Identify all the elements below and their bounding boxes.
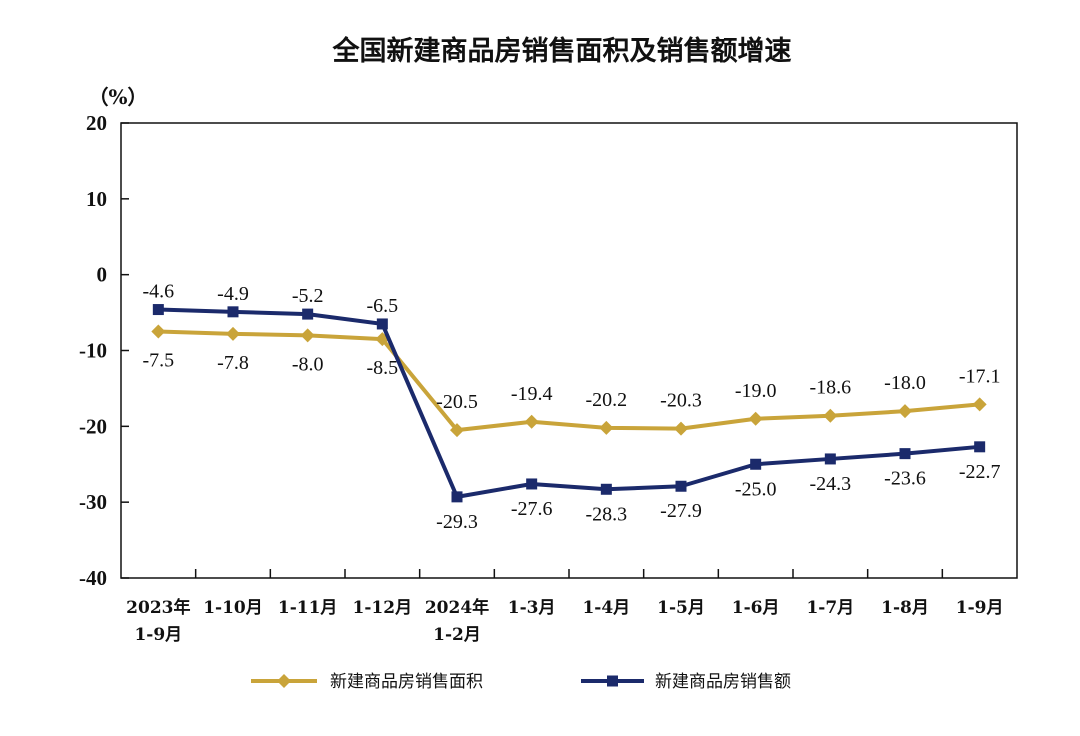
data-point <box>526 478 538 490</box>
series-line-0 <box>156 329 982 433</box>
y-tick-label: 20 <box>86 111 107 135</box>
plot-area-frame <box>120 122 1018 579</box>
data-label: -29.3 <box>436 511 478 533</box>
data-label: -4.6 <box>142 281 174 303</box>
x-tick-label: 1-11月 <box>278 598 338 618</box>
y-axis-unit-label: （%） <box>88 85 147 109</box>
x-tick-label: 1-3月 <box>508 598 556 618</box>
data-label: -19.4 <box>511 383 553 405</box>
data-label: -18.0 <box>884 372 926 394</box>
series-layer <box>151 304 987 503</box>
x-tick-label: 1-8月 <box>881 598 929 618</box>
y-tick-label: -10 <box>79 339 107 363</box>
data-label: -19.0 <box>735 380 777 402</box>
x-tick-label: 2023年 <box>126 597 190 618</box>
data-label: -7.5 <box>142 350 174 372</box>
legend-marker <box>277 674 291 688</box>
data-label: -8.5 <box>366 357 398 379</box>
x-axis: 2023年 1-9月 1-10月 1-11月 1-12月 2024年 1-2月 1-3月 1-4… <box>126 569 1004 645</box>
data-point <box>750 458 762 470</box>
data-label: -5.2 <box>292 285 324 307</box>
y-tick-label: -40 <box>79 566 107 590</box>
data-label: -22.7 <box>959 461 1001 483</box>
data-label: -20.3 <box>660 390 702 412</box>
data-label: -28.3 <box>585 503 627 525</box>
data-label: -7.8 <box>217 352 249 374</box>
data-label: -4.9 <box>217 283 249 305</box>
data-point <box>823 408 838 423</box>
data-label: -6.5 <box>366 295 398 317</box>
x-tick-label: 1-5月 <box>657 598 705 618</box>
data-label: -27.6 <box>511 498 553 520</box>
chart-title: 全国新建商品房销售面积及销售额增速 <box>332 35 792 67</box>
data-point <box>152 304 164 316</box>
data-point <box>972 397 987 412</box>
data-point <box>599 420 614 435</box>
series-line-1 <box>156 307 982 499</box>
data-label: -24.3 <box>809 473 851 495</box>
y-tick-label: 0 <box>97 263 108 287</box>
data-point <box>376 318 388 330</box>
data-point <box>824 453 836 465</box>
x-tick-label: 1-6月 <box>732 598 780 618</box>
data-point <box>600 483 612 495</box>
data-label: -8.0 <box>292 353 324 375</box>
x-tick-label: 1-10月 <box>203 598 263 618</box>
data-point <box>974 441 986 453</box>
data-label: -17.1 <box>959 365 1001 387</box>
data-label: -25.0 <box>735 478 777 500</box>
data-point <box>451 491 463 503</box>
y-axis: 20 10 0 -10 -20 -30 -40 <box>79 111 129 590</box>
data-point <box>300 328 315 343</box>
data-labels: -4.6 -7.5 -4.9 -7.8 -5.2 -8.0 -6.5 -8.5 -20.5 -29… <box>142 281 1000 533</box>
data-point <box>450 423 464 438</box>
x-tick-label: 1-9月 <box>956 598 1004 618</box>
data-point <box>151 324 166 339</box>
data-label: -18.6 <box>809 377 851 399</box>
x-tick-label: 2024年 <box>425 597 489 618</box>
data-label: -27.9 <box>660 500 702 522</box>
y-tick-label: -20 <box>79 414 107 438</box>
y-tick-label: -30 <box>79 490 107 514</box>
data-point <box>226 326 240 341</box>
x-tick-label: 1-9月 <box>134 625 182 645</box>
legend-label: 新建商品房销售面积 <box>330 672 483 692</box>
data-point <box>524 414 539 429</box>
data-point <box>748 411 763 426</box>
data-label: -23.6 <box>884 468 926 490</box>
data-label: -20.5 <box>436 391 478 413</box>
legend: 新建商品房销售面积 新建商品房销售额 <box>251 672 791 692</box>
data-point <box>302 308 314 320</box>
legend-label: 新建商品房销售额 <box>655 672 791 692</box>
data-label: -20.2 <box>585 389 627 411</box>
data-point <box>674 421 688 436</box>
data-point <box>899 448 911 460</box>
x-tick-label: 1-12月 <box>353 598 413 618</box>
y-tick-label: 10 <box>86 187 107 211</box>
x-tick-label: 1-4月 <box>582 598 630 618</box>
data-point <box>227 306 239 318</box>
x-tick-label: 1-7月 <box>806 598 854 618</box>
data-point <box>898 404 912 419</box>
data-point <box>675 480 687 492</box>
legend-marker <box>607 675 618 687</box>
x-tick-label: 1-2月 <box>433 625 481 645</box>
